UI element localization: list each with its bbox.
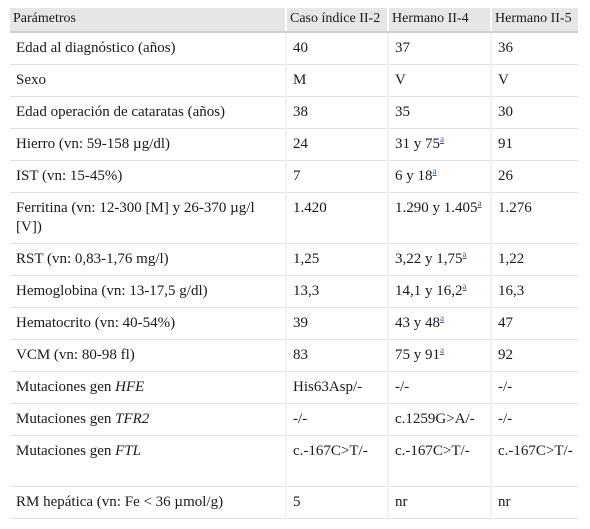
value-cell: 92 (491, 339, 578, 372)
value-cell: -/- (491, 371, 578, 404)
value-cell: -/- (388, 371, 492, 404)
header-parametros: Parámetros (10, 8, 287, 33)
param-cell: Hematocrito (vn: 40-54%) (10, 307, 287, 340)
value-cell: 5 (286, 486, 389, 519)
table-row: Hemoglobina (vn: 13-17,5 g/dl) 13,3 14,1… (10, 275, 578, 308)
value-cell: 1,22 (491, 243, 578, 276)
value-cell: 39 (286, 307, 389, 340)
value-cell: 26 (491, 160, 578, 193)
value-text: 1.290 y 1.405 (395, 200, 478, 216)
table-row: Hematocrito (vn: 40-54%) 39 43 y 48a 47 (10, 307, 578, 340)
value-cell: 83 (286, 339, 389, 372)
param-cell: RM hepática (vn: Fe < 36 µmol/g) (10, 486, 287, 519)
value-cell: 24 (286, 128, 389, 161)
footnote-link[interactable]: a (462, 281, 467, 291)
value-cell: 1.420 (286, 192, 389, 244)
table-row: Edad al diagnóstico (años) 40 37 36 (10, 32, 578, 65)
value-cell: c.-167C>T/- (286, 435, 389, 487)
table-row: Mutaciones gen FTL c.-167C>T/- c.-167C>T… (10, 435, 578, 487)
value-cell: 16,3 (491, 275, 578, 308)
footnote-link[interactable]: a (432, 166, 437, 176)
footnote-link[interactable]: a (477, 198, 482, 208)
value-cell: 35 (388, 96, 492, 129)
value-cell: 36 (491, 32, 578, 65)
value-text: 43 y 48 (395, 315, 440, 331)
value-cell: c.-167C>T/- (388, 435, 492, 487)
param-cell: IST (vn: 15-45%) (10, 160, 287, 193)
footnote-link[interactable]: a (440, 134, 444, 144)
value-cell: 40 (286, 32, 389, 65)
value-cell: 75 y 91a (388, 339, 492, 372)
gene-name: FTL (115, 443, 141, 459)
table-row: RST (vn: 0,83-1,76 mg/l) 1,25 3,22 y 1,7… (10, 243, 578, 276)
value-cell: 30 (491, 96, 578, 129)
param-prefix: Mutaciones gen (16, 443, 116, 459)
value-cell: c.-167C>T/- (491, 435, 578, 487)
value-cell: c.1259G>A/- (388, 403, 492, 436)
gene-name: TFR2 (115, 411, 150, 427)
value-text: 31 y 75 (395, 136, 440, 152)
footnote-link[interactable]: a (440, 345, 444, 355)
table-row: Ferritina (vn: 12-300 [M] y 26-370 µg/l … (10, 192, 578, 244)
value-cell: 47 (491, 307, 578, 340)
header-hermano-ii-4: Hermano II-4 (388, 8, 492, 33)
table-row: RM hepática (vn: Fe < 36 µmol/g) 5 nr nr (10, 486, 578, 519)
table-row: Sexo M V V (10, 64, 578, 97)
param-cell: Mutaciones gen TFR2 (10, 403, 287, 436)
parameters-table: Parámetros Caso índice II-2 Hermano II-4… (10, 8, 578, 519)
param-cell: Edad operación de cataratas (años) (10, 96, 287, 129)
value-cell: V (491, 64, 578, 97)
param-cell: RST (vn: 0,83-1,76 mg/l) (10, 243, 287, 276)
table-row: Mutaciones gen HFE His63Asp/- -/- -/- (10, 371, 578, 404)
param-cell: Hierro (vn: 59-158 µg/dl) (10, 128, 287, 161)
value-cell: 37 (388, 32, 492, 65)
gene-name: HFE (115, 379, 145, 395)
value-cell: 38 (286, 96, 389, 129)
table-row: VCM (vn: 80-98 fl) 83 75 y 91a 92 (10, 339, 578, 372)
value-cell: V (388, 64, 492, 97)
param-cell: Mutaciones gen HFE (10, 371, 287, 404)
param-cell: Edad al diagnóstico (años) (10, 32, 287, 65)
table-row: Mutaciones gen TFR2 -/- c.1259G>A/- -/- (10, 403, 578, 436)
value-cell: 7 (286, 160, 389, 193)
param-cell: Sexo (10, 64, 287, 97)
value-cell: M (286, 64, 389, 97)
value-cell: 1.276 (491, 192, 578, 244)
value-cell: His63Asp/- (286, 371, 389, 404)
footnote-link[interactable]: a (440, 313, 444, 323)
table-row: IST (vn: 15-45%) 7 6 y 18a 26 (10, 160, 578, 193)
value-cell: nr (388, 486, 492, 519)
table-row: Hierro (vn: 59-158 µg/dl) 24 31 y 75a 91 (10, 128, 578, 161)
value-cell: 13,3 (286, 275, 389, 308)
param-cell: Hemoglobina (vn: 13-17,5 g/dl) (10, 275, 287, 308)
footnote-link[interactable]: a (462, 249, 467, 259)
header-caso-indice: Caso índice II-2 (286, 8, 389, 33)
value-cell: 14,1 y 16,2a (388, 275, 492, 308)
value-cell: 6 y 18a (388, 160, 492, 193)
value-cell: 31 y 75a (388, 128, 492, 161)
value-cell: -/- (491, 403, 578, 436)
value-cell: 91 (491, 128, 578, 161)
header-hermano-ii-5: Hermano II-5 (491, 8, 578, 33)
param-prefix: Mutaciones gen (16, 411, 116, 427)
value-cell: 1.290 y 1.405a (388, 192, 492, 244)
table-row: Edad operación de cataratas (años) 38 35… (10, 96, 578, 129)
value-cell: nr (491, 486, 578, 519)
value-cell: -/- (286, 403, 389, 436)
param-cell: VCM (vn: 80-98 fl) (10, 339, 287, 372)
value-cell: 43 y 48a (388, 307, 492, 340)
value-cell: 1,25 (286, 243, 389, 276)
value-text: 3,22 y 1,75 (395, 251, 463, 267)
value-text: 14,1 y 16,2 (395, 283, 463, 299)
value-text: 75 y 91 (395, 347, 440, 363)
param-cell: Mutaciones gen FTL (10, 435, 287, 487)
param-prefix: Mutaciones gen (16, 379, 116, 395)
value-cell: 3,22 y 1,75a (388, 243, 492, 276)
value-text: 6 y 18 (395, 168, 433, 184)
header-row: Parámetros Caso índice II-2 Hermano II-4… (10, 8, 578, 33)
param-cell: Ferritina (vn: 12-300 [M] y 26-370 µg/l … (10, 192, 287, 244)
